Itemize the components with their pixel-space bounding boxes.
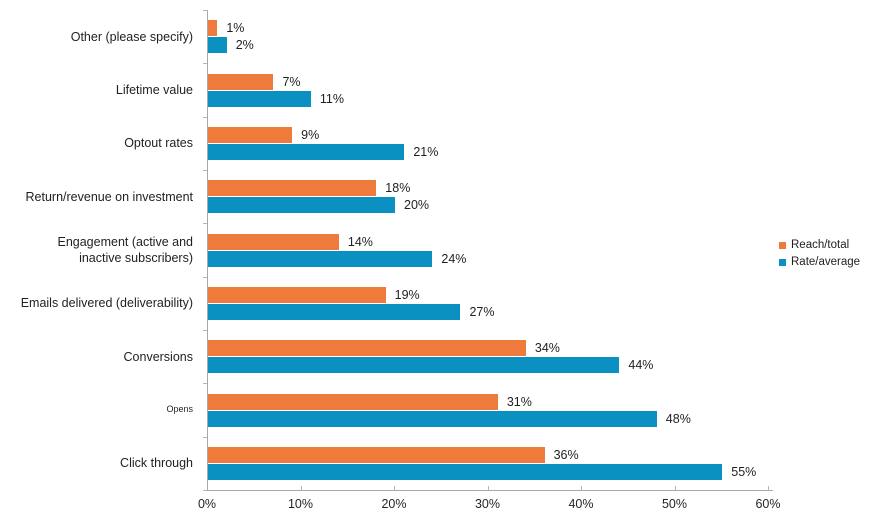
- bar-rate-average: [208, 250, 433, 267]
- x-axis-tick: [487, 486, 489, 490]
- bar-rate-average: [208, 90, 311, 107]
- x-tick-label: 10%: [287, 497, 314, 511]
- value-label: 20%: [404, 198, 430, 213]
- y-axis-tick: [203, 170, 207, 171]
- x-axis-tick: [674, 486, 676, 490]
- bar-rate-average: [208, 303, 461, 320]
- bar-rate-average: [208, 197, 395, 214]
- x-tick-label: 20%: [381, 497, 407, 511]
- legend: Reach/total Rate/average: [779, 239, 860, 268]
- bar-reach-total: [208, 180, 377, 197]
- legend-item-reach-total: Reach/total: [779, 239, 860, 251]
- value-label: 24%: [441, 251, 467, 266]
- x-axis-line: [207, 490, 773, 491]
- value-label: 7%: [282, 74, 301, 89]
- category-label: Optout rates: [124, 136, 193, 151]
- y-axis-tick: [203, 330, 207, 331]
- y-axis-tick: [203, 116, 207, 118]
- category-label: Emails delivered (deliverability): [20, 296, 193, 311]
- x-tick-label: 50%: [661, 497, 688, 511]
- value-label: 55%: [731, 464, 757, 479]
- bar-rate-average: [208, 143, 405, 160]
- value-label: 27%: [469, 304, 495, 319]
- value-label: 11%: [319, 91, 344, 106]
- value-label: 1%: [226, 21, 245, 36]
- value-label: 21%: [413, 144, 439, 159]
- legend-label-reach-total: Reach/total: [791, 239, 850, 251]
- bar-rate-average: [208, 357, 620, 374]
- x-axis-tick: [300, 486, 302, 490]
- category-label: Other (please specify): [70, 29, 193, 44]
- y-axis-tick: [203, 383, 207, 385]
- bar-rate-average: [208, 463, 723, 480]
- value-label: 44%: [628, 358, 654, 373]
- value-label: 14%: [347, 234, 373, 249]
- value-label: 48%: [665, 411, 691, 426]
- y-axis-tick: [203, 63, 207, 65]
- bar-reach-total: [208, 233, 339, 250]
- x-tick-label: 60%: [755, 497, 781, 511]
- y-axis-line: [207, 10, 208, 490]
- category-label: Return/revenue on investment: [25, 189, 193, 204]
- bar-reach-total: [208, 393, 498, 410]
- bar-reach-total: [208, 286, 386, 303]
- value-label: 36%: [553, 447, 579, 462]
- y-axis-tick: [203, 276, 207, 278]
- x-tick-label: 40%: [568, 497, 594, 511]
- x-tick-label: 30%: [474, 497, 501, 511]
- bar-reach-total: [208, 446, 545, 463]
- bar-rate-average: [208, 37, 227, 54]
- value-label: 31%: [506, 394, 532, 409]
- value-label: 2%: [235, 38, 254, 53]
- value-label: 9%: [301, 127, 320, 142]
- bar-reach-total: [208, 126, 293, 143]
- bar-reach-total: [208, 20, 218, 37]
- category-label: Engagement (active and inactive subscrib…: [57, 234, 193, 265]
- legend-item-rate-average: Rate/average: [779, 256, 860, 268]
- category-label: Opens: [166, 404, 193, 415]
- bar-reach-total: [208, 73, 274, 90]
- legend-swatch-reach-total: [779, 241, 786, 249]
- value-label: 34%: [534, 341, 560, 356]
- legend-swatch-rate-average: [779, 258, 786, 266]
- y-axis-tick: [203, 223, 207, 225]
- x-axis-tick: [768, 486, 769, 490]
- x-tick-label: 0%: [197, 497, 217, 511]
- y-axis-tick: [203, 436, 207, 438]
- category-label: Conversions: [123, 349, 193, 364]
- category-label: Lifetime value: [115, 82, 193, 97]
- category-label: Click through: [120, 456, 193, 471]
- bar-rate-average: [208, 410, 657, 427]
- value-label: 18%: [385, 181, 411, 196]
- y-axis-tick: [203, 490, 207, 491]
- bar-reach-total: [208, 340, 526, 357]
- x-axis-tick: [581, 486, 582, 490]
- legend-label-rate-average: Rate/average: [791, 256, 861, 268]
- x-axis-tick: [394, 486, 395, 490]
- y-axis-tick: [203, 10, 207, 11]
- value-label: 19%: [394, 287, 420, 302]
